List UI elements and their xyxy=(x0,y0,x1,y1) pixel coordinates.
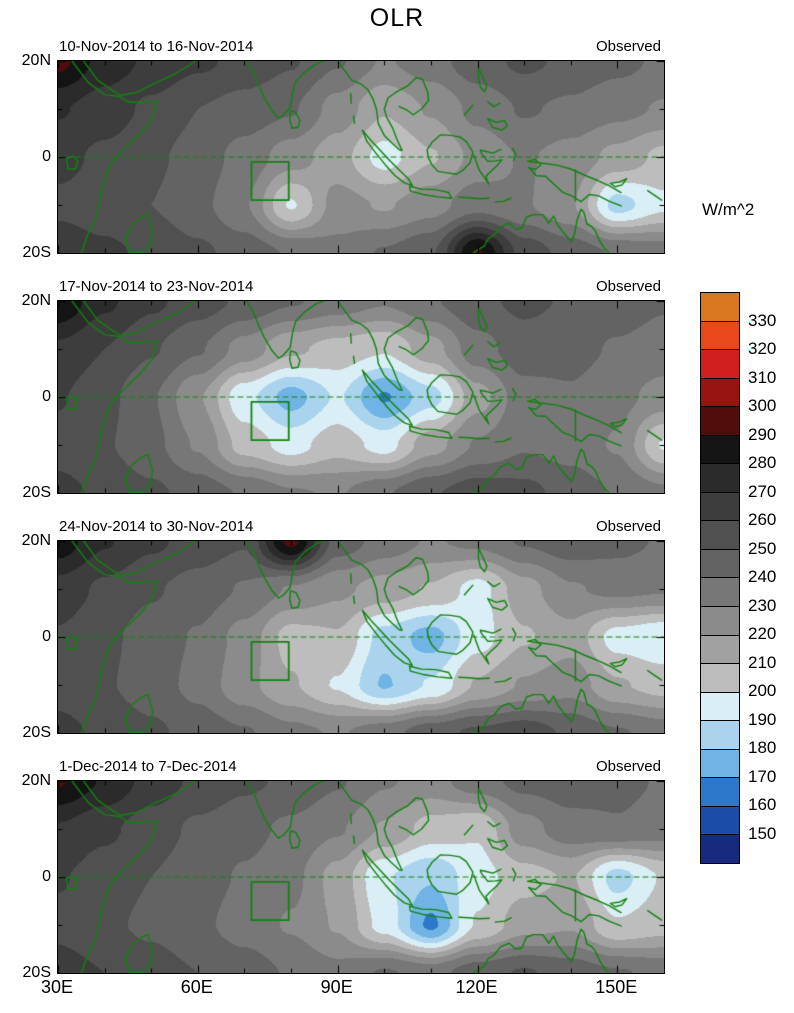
colorbar-swatch xyxy=(701,521,739,550)
olr-map-canvas-3 xyxy=(57,540,665,734)
lat-tick-label: 0 xyxy=(42,628,51,645)
panel-week3: 24-Nov-2014 to 30-Nov-2014 Observed 20N … xyxy=(22,516,665,741)
colorbar-swatch xyxy=(701,464,739,493)
lon-tick-label: 90E xyxy=(320,977,353,997)
colorbar xyxy=(700,292,740,864)
panel-source-label: Observed xyxy=(595,518,661,535)
panel-week4: 1-Dec-2014 to 7-Dec-2014 Observed 20N 0 … xyxy=(22,756,665,981)
colorbar-swatch xyxy=(701,350,739,379)
colorbar-swatch xyxy=(701,835,739,863)
panel-week1: 10-Nov-2014 to 16-Nov-2014 Observed 20N … xyxy=(22,36,665,261)
lat-tick-label: 20N xyxy=(21,772,51,789)
lat-tick-label: 0 xyxy=(42,148,51,165)
colorbar-tick-label: 170 xyxy=(748,766,777,786)
colorbar-tick-label: 270 xyxy=(748,481,777,501)
lat-tick-label: 20S xyxy=(22,724,51,741)
lat-tick-label: 0 xyxy=(42,388,51,405)
olr-map-canvas-2 xyxy=(57,300,665,494)
colorbar-swatch xyxy=(701,578,739,608)
colorbar-swatch xyxy=(701,749,739,779)
panel-week2-header: 17-Nov-2014 to 23-Nov-2014 Observed xyxy=(57,276,663,298)
panel-source-label: Observed xyxy=(595,278,661,295)
colorbar-swatch xyxy=(701,407,739,436)
panel-source-label: Observed xyxy=(595,758,661,775)
colorbar-tick-label: 200 xyxy=(748,681,777,700)
colorbar-tick-label: 230 xyxy=(748,595,777,615)
panel-date-range: 24-Nov-2014 to 30-Nov-2014 xyxy=(59,518,254,535)
lon-tick-label: 150E xyxy=(595,977,638,997)
lon-tick-label: 60E xyxy=(180,977,213,997)
lat-tick-label: 20N xyxy=(21,292,51,309)
colorbar-tick-label: 240 xyxy=(748,567,777,586)
colorbar-tick-label: 320 xyxy=(748,339,777,358)
panel-week3-header: 24-Nov-2014 to 30-Nov-2014 Observed xyxy=(57,516,663,538)
colorbar-tick-label: 310 xyxy=(748,367,777,387)
colorbar-swatch xyxy=(701,721,739,750)
colorbar-tick-label: 180 xyxy=(748,738,777,757)
lon-tick-label: 30E xyxy=(40,977,74,997)
panel-date-range: 1-Dec-2014 to 7-Dec-2014 xyxy=(59,758,237,775)
panel-week2: 17-Nov-2014 to 23-Nov-2014 Observed 20N … xyxy=(22,276,665,501)
colorbar-tick-labels: 330 320 310 300 290 280 270 260 250 240 230 220 210 2… xyxy=(748,292,792,862)
colorbar-tick-label: 300 xyxy=(748,396,777,415)
colorbar-swatch xyxy=(701,692,739,722)
colorbar-tick-label: 250 xyxy=(748,538,777,558)
colorbar-tick-label: 220 xyxy=(748,624,777,643)
lat-tick-label: 20S xyxy=(22,484,51,501)
figure-title: OLR xyxy=(369,4,425,32)
colorbar-swatch xyxy=(701,806,739,836)
lat-tick-label: 0 xyxy=(42,868,51,885)
colorbar-swatch xyxy=(701,378,739,408)
lat-tick-label: 20N xyxy=(21,52,51,69)
colorbar-swatch xyxy=(701,321,739,351)
panel-source-label: Observed xyxy=(595,38,661,55)
olr-map-canvas-1 xyxy=(57,60,665,254)
colorbar-unit-label: W/m^2 xyxy=(702,200,755,219)
lat-tick-label: 20S xyxy=(22,964,51,981)
colorbar-swatch xyxy=(701,549,739,579)
panel-week1-header: 10-Nov-2014 to 16-Nov-2014 Observed xyxy=(57,36,663,58)
colorbar-swatch xyxy=(701,607,739,636)
colorbar-tick-label: 190 xyxy=(748,709,777,729)
colorbar-swatch xyxy=(701,664,739,693)
colorbar-swatch xyxy=(701,778,739,807)
colorbar-swatch xyxy=(701,635,739,665)
colorbar-tick-label: 160 xyxy=(748,795,777,814)
lon-tick-label: 120E xyxy=(455,977,498,997)
colorbar-tick-label: 150 xyxy=(748,823,777,843)
colorbar-swatch xyxy=(701,435,739,465)
panel-date-range: 17-Nov-2014 to 23-Nov-2014 xyxy=(59,278,254,295)
colorbar-swatch xyxy=(701,293,739,322)
lat-tick-label: 20N xyxy=(21,532,51,549)
panel-week4-header: 1-Dec-2014 to 7-Dec-2014 Observed xyxy=(57,756,663,778)
panel-date-range: 10-Nov-2014 to 16-Nov-2014 xyxy=(59,38,254,55)
colorbar-tick-label: 260 xyxy=(748,510,777,529)
colorbar-tick-label: 290 xyxy=(748,424,777,444)
lat-tick-label: 20S xyxy=(22,244,51,261)
colorbar-tick-label: 330 xyxy=(748,310,777,330)
colorbar-tick-label: 280 xyxy=(748,453,777,472)
olr-map-canvas-4 xyxy=(57,780,665,974)
colorbar-swatch xyxy=(701,492,739,522)
colorbar-tick-label: 210 xyxy=(748,652,777,672)
